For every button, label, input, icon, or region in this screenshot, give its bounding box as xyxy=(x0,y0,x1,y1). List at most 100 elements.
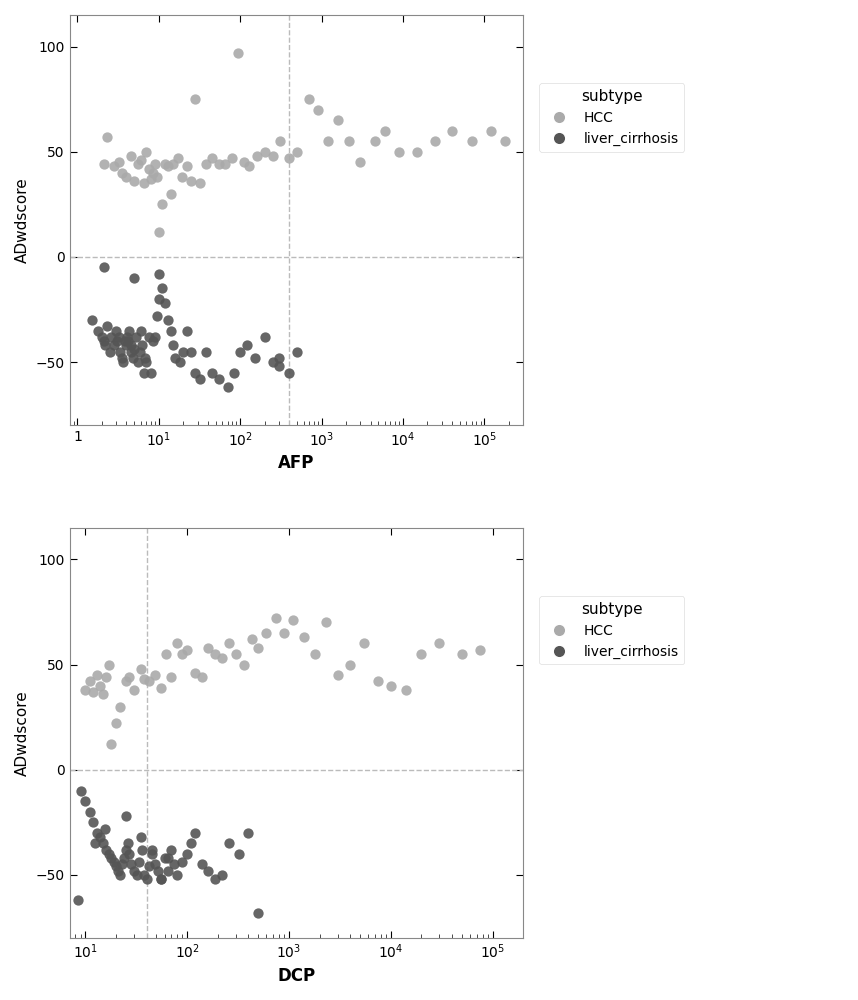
Point xyxy=(142,161,155,177)
Point xyxy=(119,673,133,689)
Point xyxy=(132,854,146,870)
Point xyxy=(133,344,147,360)
Point xyxy=(130,354,144,370)
Point xyxy=(331,112,345,128)
Point xyxy=(107,854,121,870)
Point xyxy=(128,270,142,286)
Point xyxy=(392,144,406,160)
Point xyxy=(121,835,135,851)
Point xyxy=(91,323,105,339)
Legend: HCC, liver_cirrhosis: HCC, liver_cirrhosis xyxy=(539,83,685,152)
Point xyxy=(102,657,116,673)
Point xyxy=(222,835,236,851)
Point xyxy=(148,329,162,345)
Point xyxy=(432,635,446,651)
Point xyxy=(140,871,154,887)
Point xyxy=(161,863,175,879)
Point xyxy=(98,821,112,837)
Point xyxy=(330,667,344,683)
Point xyxy=(100,129,114,145)
Point xyxy=(88,835,102,851)
Point xyxy=(414,646,428,662)
Point xyxy=(90,825,104,841)
Point xyxy=(215,867,229,883)
Point xyxy=(109,715,123,731)
Point xyxy=(184,344,198,360)
Point xyxy=(118,333,131,349)
Point xyxy=(78,682,92,698)
Point xyxy=(171,635,184,651)
Point xyxy=(266,354,280,370)
Point xyxy=(99,337,112,353)
Point xyxy=(109,858,123,874)
Point xyxy=(129,329,142,345)
Point xyxy=(372,673,385,689)
Point xyxy=(115,165,129,181)
Point xyxy=(166,156,180,172)
Point xyxy=(222,635,236,651)
Point xyxy=(145,842,159,858)
Point xyxy=(274,133,287,149)
Point xyxy=(384,678,397,694)
Point xyxy=(122,323,136,339)
Point xyxy=(165,669,178,685)
Point xyxy=(105,850,118,866)
Point xyxy=(74,783,88,799)
Point xyxy=(112,329,125,345)
Point xyxy=(172,354,186,370)
Point xyxy=(164,186,178,202)
Point xyxy=(180,323,194,339)
Point xyxy=(212,156,226,172)
Point xyxy=(159,646,172,662)
Point xyxy=(135,337,148,353)
Point xyxy=(142,673,155,689)
Point xyxy=(342,133,356,149)
Point xyxy=(473,642,486,658)
Point xyxy=(115,350,129,366)
Point xyxy=(243,158,257,174)
Point xyxy=(164,323,178,339)
Point xyxy=(124,856,137,872)
Point xyxy=(176,646,190,662)
Point xyxy=(399,682,413,698)
Point xyxy=(127,682,141,698)
Point xyxy=(103,344,117,360)
Point xyxy=(290,144,304,160)
Point xyxy=(165,842,178,858)
Point xyxy=(137,867,151,883)
Point xyxy=(193,371,207,387)
Point xyxy=(128,173,142,189)
Point xyxy=(105,736,118,752)
Point xyxy=(96,686,110,702)
Point xyxy=(119,842,133,858)
Point xyxy=(82,673,96,689)
Point xyxy=(118,850,131,866)
Point xyxy=(272,358,286,374)
Point xyxy=(195,669,208,685)
Point xyxy=(368,133,382,149)
Point xyxy=(130,156,144,172)
Point xyxy=(144,365,158,381)
Point xyxy=(121,333,135,349)
Point xyxy=(100,318,114,334)
Point xyxy=(158,850,172,866)
Point xyxy=(139,144,153,160)
Point xyxy=(215,650,229,666)
Point xyxy=(227,365,241,381)
Point xyxy=(319,614,333,630)
Point xyxy=(71,892,85,908)
Point xyxy=(176,854,190,870)
Point xyxy=(175,169,189,185)
X-axis label: DCP: DCP xyxy=(277,967,316,985)
Point xyxy=(137,671,151,687)
Point xyxy=(195,856,208,872)
Point xyxy=(212,371,226,387)
Point xyxy=(128,341,142,357)
Point xyxy=(239,337,253,353)
Point xyxy=(277,625,291,641)
Point xyxy=(95,329,109,345)
Point xyxy=(308,646,322,662)
Point xyxy=(445,123,459,139)
Point xyxy=(107,158,121,174)
Point xyxy=(94,829,107,845)
